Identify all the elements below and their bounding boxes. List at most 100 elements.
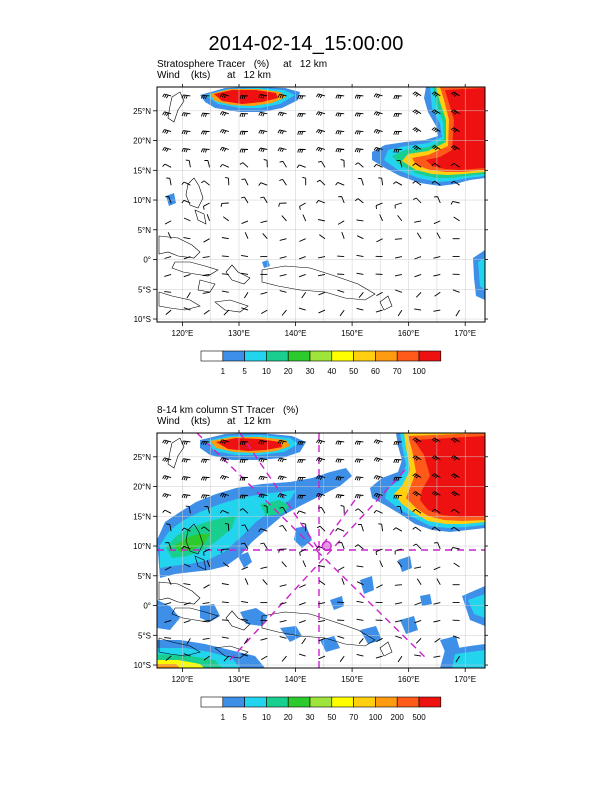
wind-barb: [354, 148, 364, 153]
wind-barb: [378, 523, 384, 532]
wind-barb: [296, 164, 306, 169]
wind-barb: [412, 508, 422, 514]
wind-barb: [392, 527, 403, 532]
wind-barb: [316, 199, 326, 204]
wind-barb: [302, 560, 307, 568]
wind-barb: [181, 199, 191, 204]
wind-barb: [299, 202, 306, 210]
panel1-title-line2: Wind (kts) at 12 km: [157, 70, 271, 81]
colorbar-swatch: [266, 350, 289, 362]
lat-tick-label: 20°N: [133, 483, 151, 492]
wind-barb: [298, 256, 306, 260]
wind-barb: [335, 476, 345, 481]
colorbar-label: 30: [306, 713, 315, 722]
map-panel-stratosphere-tracer: 120°E 130°E 140°E 150°E 160°E 170°E 25°N 20°N 15…: [133, 84, 488, 338]
wind-barb: [358, 638, 364, 644]
wind-barb: [221, 619, 229, 621]
wind-barb: [219, 439, 229, 445]
wind-barb: [373, 111, 383, 117]
wind-barb: [393, 459, 402, 464]
wind-barb: [450, 127, 460, 133]
wind-barb: [203, 584, 210, 589]
wind-barb: [240, 196, 249, 204]
colorbar-label: 10: [262, 713, 271, 722]
wind-barb: [241, 653, 249, 657]
wind-barb: [354, 440, 364, 445]
colorbar-swatch: [200, 350, 224, 362]
wind-barb: [164, 619, 172, 623]
wind-barb: [431, 437, 441, 443]
wind-barb: [220, 202, 229, 207]
wind-barb: [220, 548, 229, 553]
wind-barb: [450, 546, 460, 551]
wind-barb: [185, 505, 191, 514]
wind-barb: [433, 273, 441, 277]
wind-barb: [181, 94, 191, 99]
wind-barb: [431, 109, 441, 115]
wind-barb: [277, 439, 287, 445]
wind-barb: [258, 528, 268, 532]
wind-barb: [354, 130, 364, 135]
wind-barb: [450, 455, 460, 461]
wind-barb: [318, 602, 326, 605]
wind-barb: [219, 129, 229, 134]
colorbar-label: 1: [221, 713, 226, 722]
wind-barb: [373, 93, 383, 99]
wind-barb: [354, 112, 364, 117]
wind-barb: [335, 440, 345, 445]
wind-barb: [297, 130, 306, 135]
wind-barb: [379, 214, 384, 222]
colorbar-label: 50: [349, 367, 358, 376]
wind-barb: [395, 635, 403, 639]
wind-barb: [200, 458, 210, 463]
wind-barb: [394, 584, 402, 586]
wind-barb: [455, 309, 460, 317]
wind-barb: [299, 584, 306, 588]
wind-barb: [263, 505, 268, 514]
wind-barb: [260, 566, 268, 570]
wind-barb: [450, 437, 460, 443]
wind-barb: [202, 256, 210, 259]
wind-barb: [436, 578, 441, 585]
colorbar-swatch: [418, 696, 442, 708]
colorbar-label: 20: [284, 713, 293, 722]
colorbar-swatch: [244, 350, 267, 362]
colorbar-stratosphere-tracer: 1 5 10 20 30 40 50 60 70 100: [200, 350, 442, 376]
wind-barb: [316, 525, 326, 532]
wind-barb: [162, 163, 172, 168]
wind-barb: [355, 162, 364, 168]
wind-barb: [412, 91, 422, 97]
wind-barb: [299, 548, 306, 556]
wind-barb: [164, 566, 172, 571]
wind-barb: [183, 619, 191, 624]
wind-barb: [219, 163, 229, 168]
wind-barb: [393, 148, 402, 153]
lat-tick-label: 0°: [143, 602, 151, 611]
colorbar-label: 40: [327, 367, 336, 376]
wind-barb: [164, 602, 172, 605]
wind-barb: [450, 91, 460, 97]
wind-barb: [412, 491, 422, 497]
wind-barb: [297, 459, 306, 464]
wind-barb: [341, 577, 345, 585]
colorbar-swatch: [331, 696, 354, 708]
wind-barb: [340, 505, 345, 514]
wind-barb: [431, 127, 441, 133]
wind-barb: [394, 273, 402, 277]
wind-barb: [279, 238, 287, 241]
wind-barb: [241, 254, 249, 258]
wind-barb: [415, 637, 422, 644]
wind-barb: [181, 181, 191, 186]
wind-barb: [414, 273, 422, 278]
wind-barb: [318, 309, 326, 314]
wind-barb: [281, 655, 287, 662]
wind-barb: [433, 309, 441, 312]
wind-barb: [392, 181, 403, 186]
wind-barb: [164, 256, 172, 259]
wind-barb: [203, 655, 210, 661]
lat-tick-label: 10°S: [134, 315, 151, 324]
wind-barb: [183, 563, 191, 568]
wind-barb: [183, 602, 191, 606]
wind-barb: [204, 506, 211, 514]
wind-barb: [335, 494, 345, 499]
